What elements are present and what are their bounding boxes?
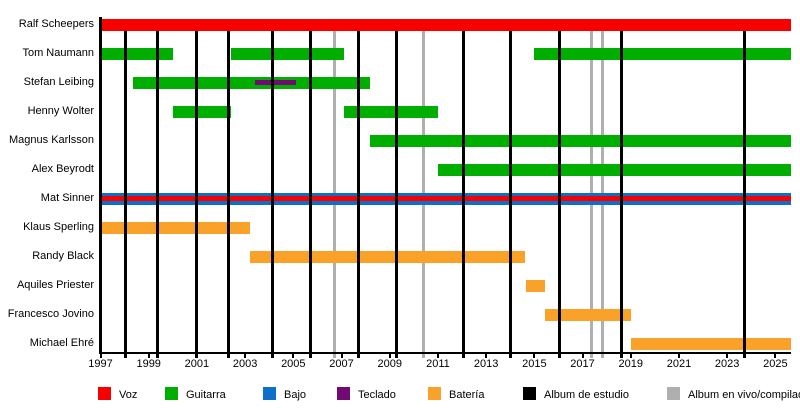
year-label: 2009 <box>377 358 402 370</box>
x-axis-line <box>99 351 792 354</box>
year-label: 2021 <box>666 358 692 370</box>
legend-label-guitarra: Guitarra <box>186 389 226 401</box>
legend-label-bateria: Batería <box>449 389 485 401</box>
member-tenure-bar <box>545 308 631 321</box>
year-label: 2019 <box>618 358 643 370</box>
album-line-studio <box>558 31 562 358</box>
year-tick <box>533 352 536 358</box>
year-tick <box>436 352 439 358</box>
album-line-studio <box>619 31 623 358</box>
year-label: 1999 <box>136 358 161 370</box>
member-label: Francesco Jovino <box>7 307 94 320</box>
year-tick <box>388 352 391 358</box>
member-tenure-bar <box>230 47 344 60</box>
legend-label-bajo: Bajo <box>284 389 307 401</box>
year-tick <box>99 352 102 358</box>
album-line-studio <box>308 31 312 358</box>
year-tick <box>581 352 584 358</box>
member-label: Klaus Sperling <box>23 220 94 233</box>
album-line-studio <box>226 31 230 358</box>
legend-label-teclado: Teclado <box>358 389 396 401</box>
album-line-studio <box>155 31 159 358</box>
year-label: 2013 <box>473 358 499 370</box>
year-label: 2003 <box>232 358 258 370</box>
album-line-studio <box>195 31 199 358</box>
member-tenure-bar <box>630 337 792 350</box>
member-tenure-bar <box>100 221 250 234</box>
year-tick <box>244 352 247 358</box>
legend-label-voz: Voz <box>119 389 138 401</box>
member-tenure-bar <box>133 76 371 89</box>
year-tick <box>677 352 680 358</box>
year-label: 2015 <box>522 358 547 370</box>
album-line-studio <box>461 31 465 358</box>
year-label: 2017 <box>570 358 595 370</box>
member-label: Magnus Karlsson <box>9 133 94 146</box>
year-tick <box>485 352 488 358</box>
year-tick <box>195 352 198 358</box>
album-line-studio <box>395 31 399 358</box>
member-tenure-bar <box>249 250 525 263</box>
legend-swatch-teclado <box>337 387 350 400</box>
album-line-studio <box>124 31 128 358</box>
legend-label-vivo: Album en vivo/compilado <box>688 389 800 401</box>
year-label: 1997 <box>88 358 113 370</box>
album-line-studio <box>742 31 746 358</box>
legend-swatch-bajo <box>263 387 276 400</box>
year-tick <box>340 352 343 358</box>
member-label: Stefan Leibing <box>23 75 94 88</box>
member-label: Mat Sinner <box>40 191 94 204</box>
member-label: Randy Black <box>32 249 94 262</box>
album-line-studio <box>271 31 275 358</box>
year-label: 2007 <box>329 358 354 370</box>
member-tenure-bar <box>100 18 792 31</box>
year-tick <box>726 352 729 358</box>
member-tenure-bar <box>100 47 173 60</box>
year-tick <box>629 352 632 358</box>
legend-swatch-bateria <box>428 387 441 400</box>
year-label: 2025 <box>763 358 788 370</box>
member-overlay-teclado <box>254 80 296 85</box>
year-tick <box>774 352 777 358</box>
member-tenure-bar <box>172 105 231 118</box>
year-label: 2005 <box>281 358 306 370</box>
member-label: Michael Ehré <box>29 336 94 349</box>
legend-swatch-voz <box>98 387 111 400</box>
legend-swatch-vivo <box>667 387 680 400</box>
member-tenure-bar <box>534 47 792 60</box>
year-label: 2023 <box>714 358 740 370</box>
member-label: Henny Wolter <box>27 104 94 117</box>
member-label: Tom Naumann <box>22 46 94 59</box>
legend-swatch-estudio <box>523 387 536 400</box>
album-line-studio <box>508 31 512 358</box>
year-label: 2011 <box>426 358 450 370</box>
member-label: Ralf Scheepers <box>18 17 94 30</box>
legend-label-estudio: Album de estudio <box>544 389 629 401</box>
member-tenure-bar <box>343 105 438 118</box>
member-tenure-bar <box>525 279 546 292</box>
member-overlay-voz <box>100 196 792 201</box>
member-label: Alex Beyrodt <box>31 162 94 175</box>
year-label: 2001 <box>184 358 210 370</box>
y-axis-line <box>99 17 102 352</box>
member-tenure-bar <box>370 134 792 147</box>
member-label: Aquiles Priester <box>16 278 94 291</box>
legend-swatch-guitarra <box>165 387 178 400</box>
year-tick <box>292 352 295 358</box>
member-tenure-bar <box>437 163 792 176</box>
album-line-studio <box>356 31 360 358</box>
year-tick <box>147 352 150 358</box>
